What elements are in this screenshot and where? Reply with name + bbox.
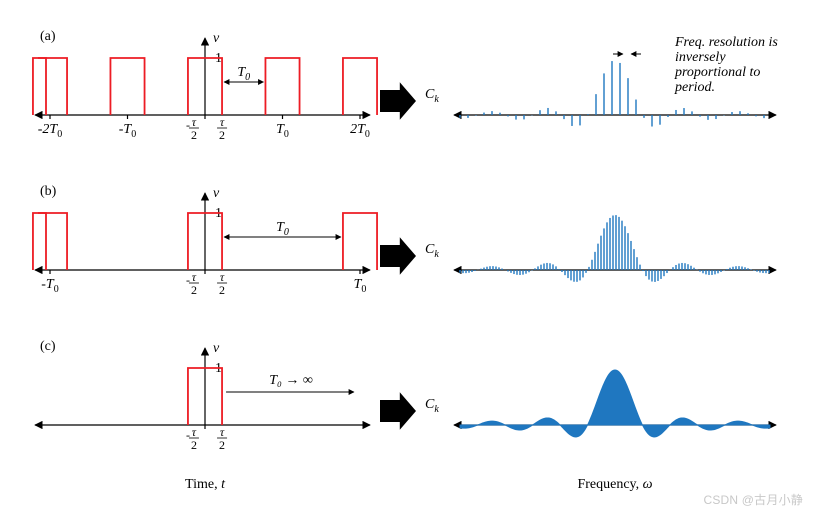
svg-text:-T0: -T0	[119, 122, 136, 140]
svg-text:Freq. resolution is: Freq. resolution is	[674, 35, 778, 50]
svg-text:-T0: -T0	[41, 277, 58, 295]
row-tag: (a)	[40, 29, 56, 44]
transform-arrow-icon	[380, 82, 416, 119]
time-plot: v1T0-T0T0-τ2τ2	[33, 186, 377, 297]
svg-text:τ: τ	[192, 425, 197, 439]
svg-text:T0: T0	[276, 220, 289, 238]
svg-text:T₀ → ∞: T₀ → ∞	[269, 373, 313, 388]
time-axis-label: Time, t	[185, 477, 226, 492]
svg-text:2: 2	[219, 438, 225, 452]
ck-label: Ck	[425, 242, 439, 260]
row-b: (b)v1T0-T0T0-τ2τ2Ck	[33, 184, 776, 297]
svg-text:v: v	[213, 31, 220, 46]
time-plot: v1T₀ → ∞-τ2τ2	[35, 341, 370, 452]
svg-text:proportional to: proportional to	[674, 65, 760, 80]
svg-text:T0: T0	[237, 65, 250, 83]
row-tag: (c)	[40, 339, 56, 354]
svg-text:2: 2	[219, 283, 225, 297]
row-tag: (b)	[40, 184, 57, 199]
svg-text:-2T0: -2T0	[38, 122, 62, 140]
freq-plot: Freq. resolution isinverselyproportional…	[454, 35, 778, 127]
freq-plot	[454, 215, 776, 282]
svg-text:-: -	[186, 273, 190, 287]
svg-text:2: 2	[191, 283, 197, 297]
row-a: (a)v1T0-2T0-T0T02T0-τ2τ2CkFreq. resoluti…	[33, 29, 778, 142]
watermark-text: CSDN @古月小静	[703, 491, 803, 508]
svg-text:2: 2	[191, 438, 197, 452]
time-plot: v1T0-2T0-T0T02T0-τ2τ2	[33, 31, 377, 142]
svg-text:T0: T0	[354, 277, 367, 295]
svg-text:2T0: 2T0	[350, 122, 370, 140]
svg-text:T0: T0	[276, 122, 289, 140]
svg-text:2: 2	[219, 128, 225, 142]
svg-text:τ: τ	[220, 115, 225, 129]
svg-text:period.: period.	[674, 80, 715, 95]
svg-text:v: v	[213, 186, 220, 201]
svg-text:τ: τ	[192, 115, 197, 129]
svg-text:inversely: inversely	[675, 50, 726, 65]
svg-text:2: 2	[191, 128, 197, 142]
transform-arrow-icon	[380, 392, 416, 429]
freq-axis-label: Frequency, ω	[577, 477, 652, 492]
svg-text:τ: τ	[220, 270, 225, 284]
ck-label: Ck	[425, 397, 439, 415]
svg-text:-: -	[186, 428, 190, 442]
svg-text:-: -	[186, 118, 190, 132]
svg-text:τ: τ	[220, 425, 225, 439]
transform-arrow-icon	[380, 237, 416, 274]
ck-label: Ck	[425, 87, 439, 105]
freq-plot	[454, 370, 776, 437]
row-c: (c)v1T₀ → ∞-τ2τ2Ck	[35, 339, 776, 452]
svg-text:τ: τ	[192, 270, 197, 284]
svg-text:v: v	[213, 341, 220, 356]
